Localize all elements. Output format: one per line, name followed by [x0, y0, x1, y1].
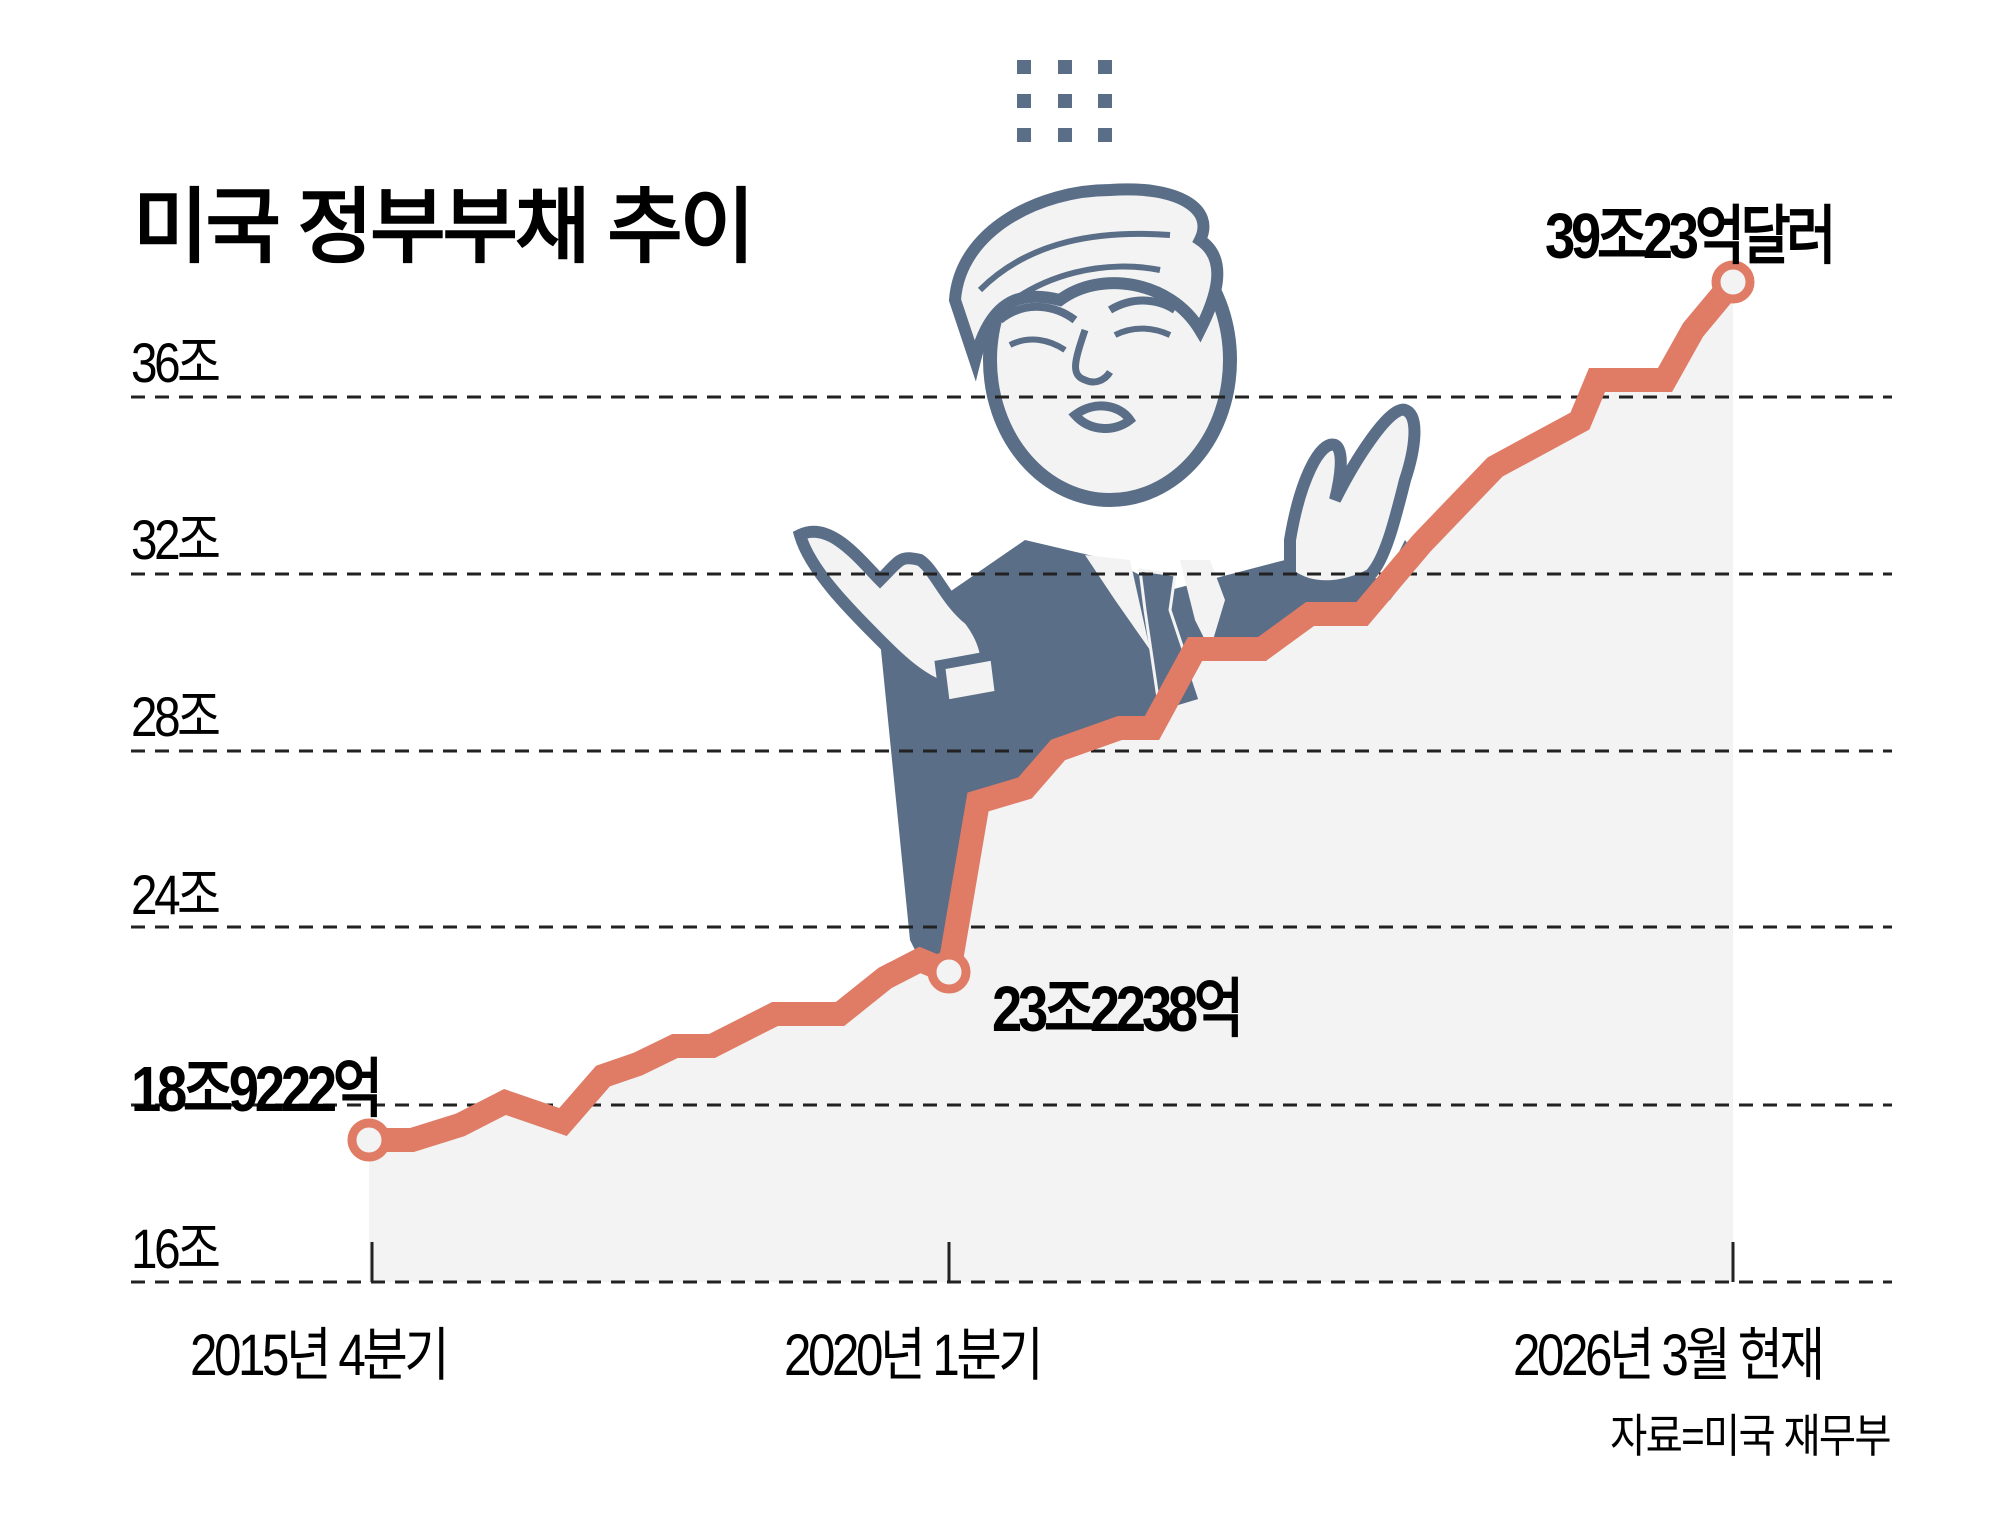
- y-tick-16: 16조: [131, 1217, 221, 1280]
- trump-illustration-icon: [792, 183, 1421, 972]
- end-value-label: 39조23억달러: [1545, 200, 1836, 272]
- source-note: 자료=미국 재무부: [1610, 1410, 1892, 1462]
- y-tick-32: 32조: [131, 508, 221, 571]
- x-tick-2026m3: 2026년 3월 현재: [1513, 1323, 1825, 1388]
- y-tick-36: 36조: [131, 331, 221, 394]
- x-tick-marks: [370, 1242, 1735, 1282]
- x-tick-2015q4: 2015년 4분기: [190, 1323, 450, 1388]
- mid-marker: [927, 950, 971, 994]
- debt-line: [369, 274, 1743, 1152]
- chart-title: 미국 정부부채 추이: [133, 182, 755, 273]
- x-tick-2020q1: 2020년 1분기: [784, 1323, 1044, 1388]
- y-tick-24: 24조: [131, 863, 221, 926]
- start-value-label: 18조9222억: [131, 1053, 383, 1125]
- mid-value-label: 23조2238억: [992, 973, 1244, 1045]
- y-tick-28: 28조: [131, 685, 221, 748]
- start-marker: [347, 1118, 391, 1162]
- area-fill: [369, 282, 1733, 1282]
- decorative-dot-grid-icon: [1017, 60, 1112, 142]
- end-marker: [1711, 260, 1755, 304]
